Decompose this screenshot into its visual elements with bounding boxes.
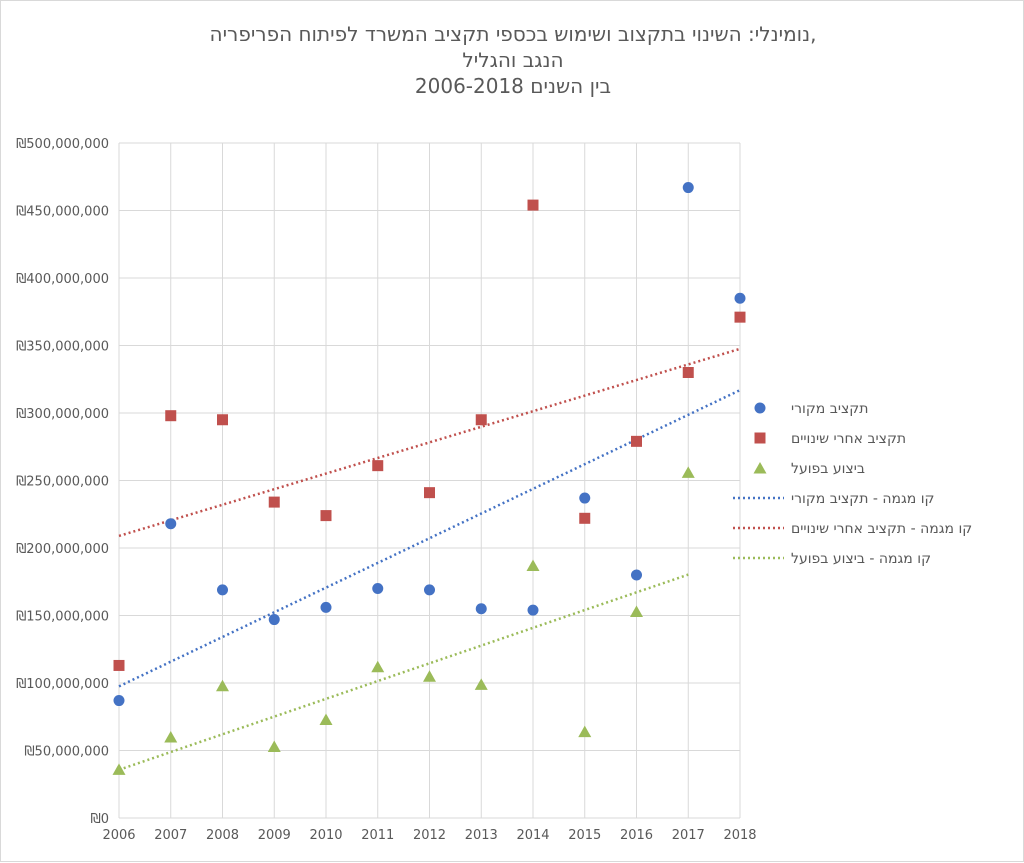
data-point-circle: [372, 583, 384, 594]
x-tick-label: 2016: [620, 828, 653, 843]
legend-item: תקציב מקורי: [754, 401, 868, 417]
data-point-circle: [682, 182, 694, 194]
x-tick-label: 2014: [516, 828, 549, 843]
trendline: [118, 347, 741, 538]
legend-item: ביצוע בפועל: [753, 461, 865, 477]
x-axis: 2006 2007 2008 2009 2010 2011 2012 2013 2014 2015…: [102, 828, 756, 843]
legend-label: תקציב מקורי: [791, 401, 868, 417]
data-point-triangle: [474, 678, 488, 690]
y-tick-label: ₪50,000,000: [24, 745, 109, 760]
y-tick-label: ₪300,000,000: [16, 407, 109, 422]
x-tick-label: 2009: [258, 828, 291, 843]
chart-title-line-2: הנגב והגליל: [462, 48, 563, 72]
data-point-triangle: [216, 679, 229, 692]
data-point-square: [527, 199, 539, 211]
x-tick-label: 2018: [723, 828, 756, 843]
x-tick-label: 2015: [568, 828, 601, 843]
data-point-square: [682, 367, 694, 378]
data-point-triangle: [526, 559, 540, 572]
data-point-square: [631, 435, 642, 447]
legend: תקציב מקורי תקציב אחרי שינויים ביצוע בפועל…: [733, 401, 972, 567]
data-point-circle: [320, 601, 332, 613]
series-points: [113, 182, 746, 707]
x-tick-label: 2006: [102, 828, 135, 843]
x-tick-label: 2007: [154, 828, 187, 843]
data-point-square: [320, 510, 332, 522]
legend-label: קו מגמה - תקציב מקורי: [791, 491, 935, 507]
chart-title-line-1: נומינלי: השינוי בתקצוב ושימוש בכספי תקצי…: [210, 22, 817, 46]
trendline: [118, 573, 689, 771]
data-point-square: [475, 414, 487, 426]
y-tick-label: ₪250,000,000: [16, 475, 109, 490]
data-point-circle: [475, 603, 487, 615]
x-tick-label: 2011: [361, 828, 394, 843]
data-point-circle: [631, 569, 642, 581]
legend-item: קו מגמה - תקציב אחרי שינויים: [733, 521, 972, 537]
y-tick-label: ₪450,000,000: [16, 205, 109, 220]
data-point-triangle: [164, 731, 178, 743]
x-tick-label: 2010: [309, 828, 342, 843]
legend-item: קו מגמה - ביצוע בפועל: [733, 551, 931, 567]
data-point-triangle: [681, 466, 695, 478]
x-tick-label: 2013: [465, 828, 498, 843]
x-tick-label: 2017: [672, 828, 705, 843]
chart-title-line-3: בין השנים 2006-2018: [415, 74, 611, 98]
legend-item: תקציב אחרי שינויים: [754, 431, 906, 447]
data-point-triangle: [578, 725, 592, 738]
data-point-square: [372, 460, 384, 472]
legend-label: קו מגמה - ביצוע בפועל: [791, 551, 931, 567]
chart-title: נומינלי: השינוי בתקצוב ושימוש בכספי תקצי…: [210, 22, 817, 98]
data-point-square: [268, 496, 280, 508]
data-point-square: [217, 414, 228, 426]
legend-label: תקציב אחרי שינויים: [791, 431, 906, 447]
x-tick-label: 2012: [413, 828, 446, 843]
data-point-circle: [165, 518, 177, 530]
series-points: [113, 199, 746, 671]
gridlines: [118, 142, 741, 819]
y-tick-label: ₪350,000,000: [16, 340, 109, 355]
data-point-square: [424, 487, 435, 499]
y-axis: ₪0 ₪50,000,000 ₪100,000,000 ₪150,000,000 ₪20…: [16, 137, 109, 827]
data-point-triangle: [423, 670, 436, 682]
y-tick-label: ₪150,000,000: [16, 610, 109, 625]
y-tick-label: ₪400,000,000: [16, 272, 109, 287]
data-point-circle: [579, 492, 591, 504]
series-points: [112, 466, 695, 775]
x-tick-label: 2008: [206, 828, 239, 843]
y-tick-label: ₪500,000,000: [16, 137, 109, 152]
data-point-circle: [424, 584, 435, 596]
data-point-triangle: [112, 763, 126, 775]
data-point-triangle: [267, 740, 281, 752]
y-tick-label: ₪200,000,000: [16, 542, 109, 557]
data-point-triangle: [371, 660, 385, 673]
legend-item: קו מגמה - תקציב מקורי: [733, 491, 935, 507]
data-point-triangle: [753, 462, 767, 474]
trendlines: [118, 347, 741, 771]
legend-label: ביצוע בפועל: [791, 461, 865, 477]
data-point-square: [754, 432, 766, 444]
data-point-square: [165, 410, 177, 422]
legend-label: קו מגמה - תקציב אחרי שינויים: [791, 521, 972, 537]
data-point-square: [734, 311, 746, 323]
data-points: [112, 182, 746, 775]
y-tick-label: ₪0: [91, 812, 109, 827]
data-point-square: [579, 512, 591, 524]
data-point-circle: [734, 292, 746, 304]
data-point-square: [113, 659, 125, 671]
data-point-triangle: [319, 713, 333, 725]
data-point-circle: [754, 402, 766, 414]
data-point-triangle: [630, 605, 643, 617]
data-point-circle: [113, 695, 125, 707]
data-point-circle: [217, 584, 228, 596]
data-point-circle: [268, 614, 280, 626]
y-tick-label: ₪100,000,000: [16, 677, 109, 692]
data-point-circle: [527, 604, 539, 616]
